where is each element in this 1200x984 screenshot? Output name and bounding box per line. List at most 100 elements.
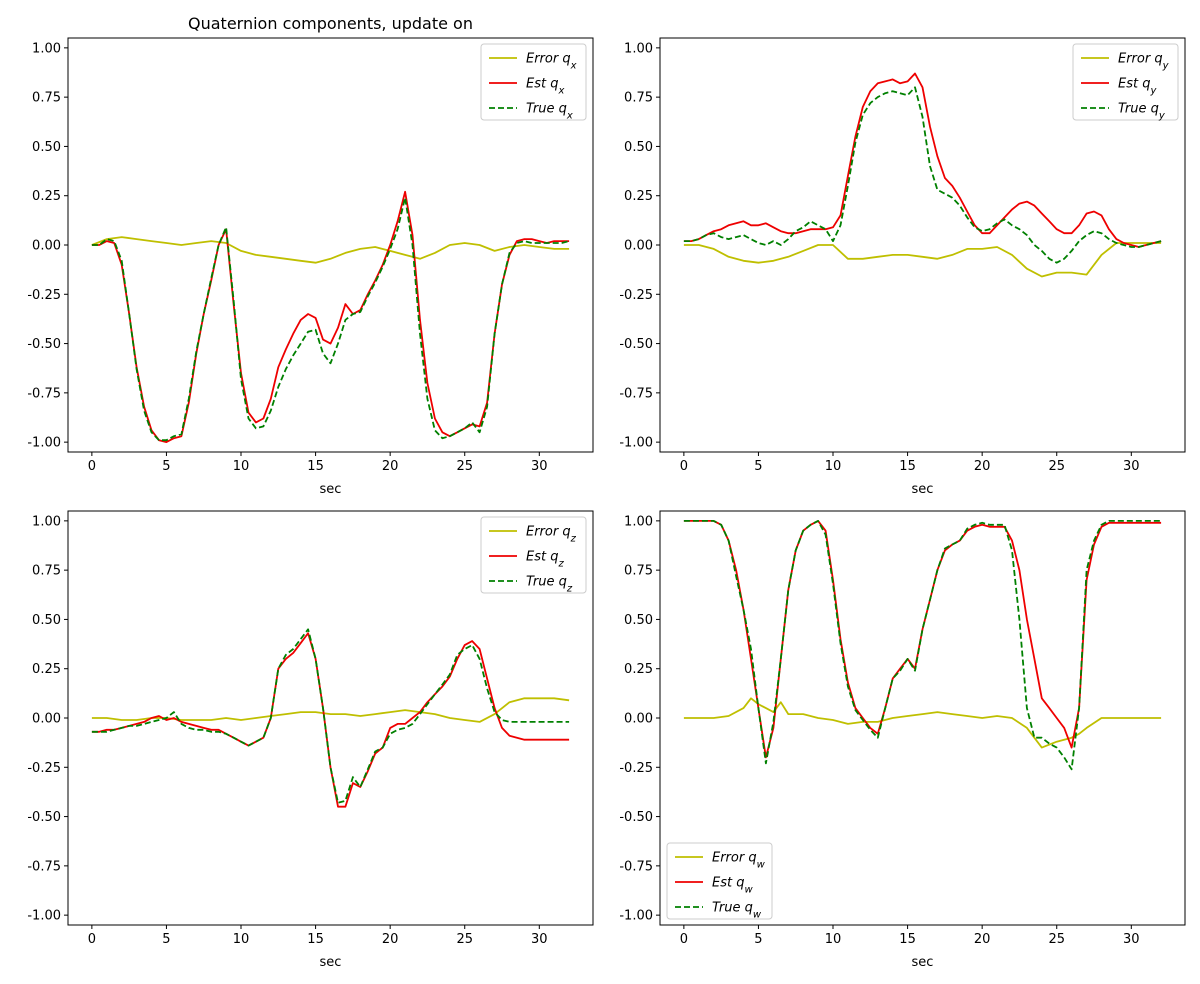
y-tick-label: -1.00: [27, 909, 61, 924]
y-tick-label: -1.00: [27, 436, 61, 451]
y-tick-label: 0.75: [624, 91, 653, 106]
series-line-error-qw: [683, 697, 1162, 749]
x-tick-label: 5: [754, 932, 762, 947]
y-tick-label: -0.75: [27, 386, 61, 401]
x-axis-label: sec: [320, 482, 342, 497]
x-tick-label: 10: [233, 932, 250, 947]
x-tick-label: 30: [531, 459, 548, 474]
y-tick-label: 1.00: [624, 514, 653, 529]
x-tick-label: 0: [680, 459, 688, 474]
legend: Error qw Est qw True qw: [666, 842, 773, 921]
legend-entry: True qz: [526, 575, 573, 595]
y-tick-label: 0.00: [624, 239, 653, 254]
x-tick-label: 25: [1048, 932, 1065, 947]
y-tick-label: 1.00: [32, 41, 61, 56]
x-axis-label: sec: [320, 955, 342, 970]
legend-entry: True qw: [712, 901, 762, 921]
x-tick-label: 15: [899, 932, 916, 947]
x-tick-label: 30: [531, 932, 548, 947]
x-tick-label: 30: [1123, 459, 1140, 474]
y-tick-label: -0.50: [619, 810, 653, 825]
legend: Error qz Est qz True qz: [480, 516, 587, 595]
series-line-error-qy: [683, 242, 1162, 278]
legend-entry: Est qw: [712, 876, 753, 896]
y-tick-label: -0.25: [27, 761, 61, 776]
y-tick-label: -0.75: [27, 859, 61, 874]
legend: Error qy Est qy True qy: [1072, 43, 1179, 122]
legend-box: [1072, 43, 1179, 121]
y-tick-label: 0.25: [624, 189, 653, 204]
y-tick-label: -0.50: [619, 337, 653, 352]
y-tick-label: 0.75: [32, 564, 61, 579]
legend-entry: Error qz: [526, 525, 577, 545]
x-tick-label: 20: [974, 932, 991, 947]
x-tick-label: 0: [88, 459, 96, 474]
y-tick-label: -1.00: [619, 436, 653, 451]
legend-entry: Error qw: [712, 851, 766, 871]
x-tick-label: 10: [233, 459, 250, 474]
series-line-error-qx: [91, 236, 570, 264]
x-axis-label: sec: [912, 482, 934, 497]
x-tick-label: 15: [307, 932, 324, 947]
legend-entry: Error qy: [1118, 52, 1170, 72]
y-tick-label: -1.00: [619, 909, 653, 924]
subplot-3: 0 5 10 15 20 25 30 -1.00 -0.75 -0.50 -0.25 0.00 0.25…: [27, 510, 594, 970]
x-axis-label: sec: [912, 955, 934, 970]
series-line-true-qy: [683, 86, 1162, 264]
x-tick-label: 5: [162, 932, 170, 947]
y-tick-label: 1.00: [624, 41, 653, 56]
x-tick-label: 20: [382, 932, 399, 947]
x-tick-label: 15: [899, 459, 916, 474]
x-tick-label: 30: [1123, 932, 1140, 947]
x-tick-label: 5: [162, 459, 170, 474]
subplot-1: 0 5 10 15 20 25 30 -1.00 -0.75 -0.50 -0.25 0.00 0.25…: [27, 14, 594, 497]
y-tick-label: -0.50: [27, 337, 61, 352]
y-tick-label: 0.25: [624, 662, 653, 677]
y-tick-label: 0.75: [32, 91, 61, 106]
y-tick-label: 0.50: [32, 613, 61, 628]
y-tick-label: -0.25: [619, 288, 653, 303]
y-tick-label: 0.50: [624, 613, 653, 628]
x-tick-label: 10: [825, 459, 842, 474]
legend-entry: Est qy: [1118, 77, 1157, 97]
legend-entry: Est qz: [526, 550, 564, 570]
y-tick-label: 0.75: [624, 564, 653, 579]
legend-box: [480, 516, 587, 594]
legend-entry: True qy: [1118, 102, 1166, 122]
y-tick-label: -0.75: [619, 859, 653, 874]
x-tick-label: 20: [974, 459, 991, 474]
y-tick-label: 0.25: [32, 662, 61, 677]
legend-box: [480, 43, 587, 121]
series-line-est-qz: [91, 632, 570, 808]
legend-box: [666, 842, 773, 920]
legend-entry: True qx: [526, 102, 573, 122]
y-tick-label: 0.00: [32, 239, 61, 254]
y-tick-label: 0.25: [32, 189, 61, 204]
y-tick-label: -0.25: [27, 288, 61, 303]
subplot-2: 0 5 10 15 20 25 30 -1.00 -0.75 -0.50 -0.25 0.00 0.25…: [619, 37, 1186, 497]
y-tick-label: 1.00: [32, 514, 61, 529]
legend: Error qx Est qx True qx: [480, 43, 587, 122]
x-tick-label: 5: [754, 459, 762, 474]
x-tick-label: 0: [680, 932, 688, 947]
chart-title: Quaternion components, update on: [188, 14, 473, 33]
subplot-4: 0 5 10 15 20 25 30 -1.00 -0.75 -0.50 -0.25 0.00 0.25…: [619, 510, 1186, 970]
y-tick-label: 0.00: [32, 712, 61, 727]
y-tick-label: 0.50: [32, 140, 61, 155]
series-line-est-qy: [683, 72, 1162, 248]
x-tick-label: 0: [88, 932, 96, 947]
y-tick-label: 0.00: [624, 712, 653, 727]
x-tick-label: 20: [382, 459, 399, 474]
x-tick-label: 25: [456, 932, 473, 947]
x-tick-label: 25: [456, 459, 473, 474]
y-tick-label: -0.25: [619, 761, 653, 776]
x-tick-label: 10: [825, 932, 842, 947]
x-tick-label: 15: [307, 459, 324, 474]
series-line-true-qx: [91, 196, 570, 442]
y-tick-label: 0.50: [624, 140, 653, 155]
x-tick-label: 25: [1048, 459, 1065, 474]
series-line-true-qw: [683, 520, 1162, 771]
legend-entry: Error qx: [526, 52, 577, 72]
legend-entry: Est qx: [526, 77, 564, 97]
